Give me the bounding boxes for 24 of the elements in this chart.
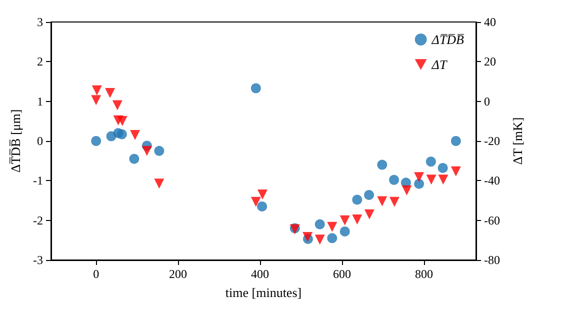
x-tick-label: 800 <box>414 267 433 281</box>
x-tick-label: 400 <box>251 267 270 281</box>
y-tick-label: -1 <box>33 174 43 188</box>
y2-tick-label: 20 <box>484 54 496 69</box>
y-tick-label: 3 <box>37 15 43 29</box>
y-tick-label: -3 <box>33 253 43 267</box>
y-tick-label: 1 <box>37 94 43 108</box>
y-tick-label: -2 <box>33 213 43 228</box>
y2-tick-label: 0 <box>484 94 490 108</box>
x-tick-label: 0 <box>93 267 100 281</box>
legend-label: ΔT̅D̅B̅ <box>430 32 464 47</box>
x-tick-label: 600 <box>332 267 351 281</box>
y2-tick-label: 40 <box>484 15 496 29</box>
y2-tick-label: -20 <box>484 134 500 148</box>
y-tick-label: 0 <box>37 134 43 148</box>
x-axis-title: time [minutes] <box>225 285 302 300</box>
y-axis-title: ΔT̅D̅B̅ [μm] <box>8 109 24 173</box>
y2-axis-title: ΔT [mK] <box>510 117 525 165</box>
y2-tick-label: -60 <box>484 213 500 228</box>
x-tick-label: 200 <box>169 267 188 281</box>
y-tick-label: 2 <box>37 54 43 69</box>
y2-tick-label: -80 <box>484 253 500 267</box>
y2-tick-label: -40 <box>484 174 500 188</box>
legend-label: ΔT <box>430 57 448 72</box>
